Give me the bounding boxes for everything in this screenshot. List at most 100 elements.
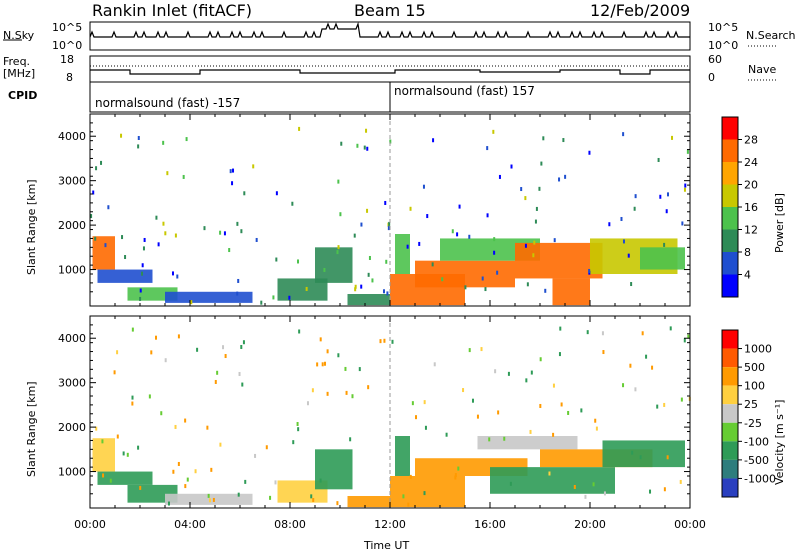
power-scatter-echo [107,205,110,210]
power-scatter-echo [622,132,625,137]
power-scatter-echo [275,257,278,262]
velocity-scatter-echo [634,387,637,392]
power-echo-region-4 [277,278,328,301]
power-scatter-echo [288,295,291,300]
power-echo-region-6 [347,294,390,306]
velocity-scatter-echo [639,455,642,460]
velocity-scatter-echo [116,434,119,439]
velocity-scatter-echo [367,385,370,390]
velocity-ytick-label: 2000 [58,421,86,434]
velocity-scatter-echo [629,363,632,368]
power-scatter-echo [666,192,669,197]
power-scatter-echo [174,233,177,238]
date-title: 12/Feb/2009 [590,1,691,20]
velocity-scatter-echo [269,495,272,500]
velocity-scatter-echo [241,382,244,387]
velocity-scatter-echo [539,403,542,408]
power-echo-region-12 [552,278,590,306]
power-scatter-echo [363,145,366,150]
velocity-scatter-echo [297,427,300,432]
power-scatter-echo [162,140,165,145]
power-colorbar-swatch [722,274,738,297]
velocity-scatter-echo [137,445,140,450]
power-scatter-echo [353,233,356,238]
velocity-scatter-echo [601,331,604,336]
power-scatter-echo [354,284,357,289]
velocity-scatter-echo [206,425,209,430]
velocity-scatter-echo [586,330,589,335]
velocity-scatter-echo [558,352,561,357]
power-scatter-echo [432,138,435,143]
power-scatter-echo [232,168,235,173]
power-scatter-echo [683,187,686,192]
power-scatter-echo [236,221,239,226]
power-scatter-echo [671,135,674,140]
velocity-colorbar-tick-label: -100 [744,435,769,448]
power-scatter-echo [558,177,561,182]
power-colorbar-swatch [722,162,738,185]
power-scatter-echo [542,136,545,141]
velocity-scatter-echo [254,453,257,458]
velocity-scatter-echo [244,479,247,484]
nsearch-label: N.Search [746,29,796,42]
power-scatter-echo [371,278,374,283]
velocity-scatter-echo [454,473,457,478]
power-scatter-echo [486,146,489,151]
power-scatter-echo [92,190,95,195]
power-scatter-echo [139,288,142,293]
velocity-colorbar-swatch [722,330,738,349]
nsky-tick-bottom: 10^0 [52,39,83,52]
velocity-scatter-echo [113,370,116,375]
velocity-scatter-echo [503,436,506,441]
velocity-colorbar-swatch [722,422,738,442]
velocity-scatter-echo [310,494,313,499]
velocity-scatter-echo [224,354,227,359]
power-scatter-echo [337,179,340,184]
velocity-scatter-echo [319,478,322,483]
power-scatter-echo [510,164,513,169]
velocity-scatter-echo [580,408,583,413]
velocity-scatter-echo [336,501,339,506]
nsky-tick-top: 10^5 [52,21,83,34]
velocity-scatter-echo [539,357,542,362]
power-scatter-echo [681,221,684,226]
velocity-scatter-echo [164,358,167,363]
power-scatter-echo [633,206,636,211]
freq-unit: [MHz] [3,67,36,80]
freq-tick-top: 18 [60,53,74,66]
velocity-colorbar-swatch [722,478,738,497]
velocity-scatter-echo [391,339,394,344]
power-scatter-echo [608,222,611,227]
velocity-scatter-echo [573,484,576,489]
power-scatter-echo [544,288,547,293]
velocity-scatter-echo [222,345,225,350]
power-scatter-echo [339,212,342,217]
velocity-scatter-echo [184,484,187,489]
velocity-scatter-echo [131,401,134,406]
velocity-scatter-echo [424,425,427,430]
power-ytick-label: 1000 [58,264,86,277]
velocity-scatter-echo [567,410,570,415]
velocity-scatter-echo [669,326,672,331]
velocity-scatter-echo [210,467,213,472]
velocity-scatter-echo [101,439,104,444]
velocity-colorbar-tick-label: 100 [744,380,765,393]
velocity-colorbar-label: Velocity [m s⁻¹] [773,399,786,485]
power-scatter-echo [564,174,567,179]
power-scatter-echo [588,268,591,273]
power-scatter-echo [388,221,391,226]
power-scatter-echo [260,300,263,305]
power-echo-region-11 [515,242,603,279]
velocity-scatter-echo [177,334,180,339]
power-scatter-echo [360,284,363,289]
velocity-scatter-echo [214,379,217,384]
velocity-scatter-echo [186,477,189,482]
power-scatter-echo [484,287,487,292]
velocity-scatter-echo [184,418,187,423]
velocity-scatter-echo [687,334,690,339]
power-scatter-echo [141,271,144,276]
velocity-scatter-echo [666,455,669,460]
velocity-colorbar-swatch [722,348,738,368]
velocity-colorbar-tick-label: 25 [744,398,758,411]
velocity-scatter-echo [274,480,277,485]
